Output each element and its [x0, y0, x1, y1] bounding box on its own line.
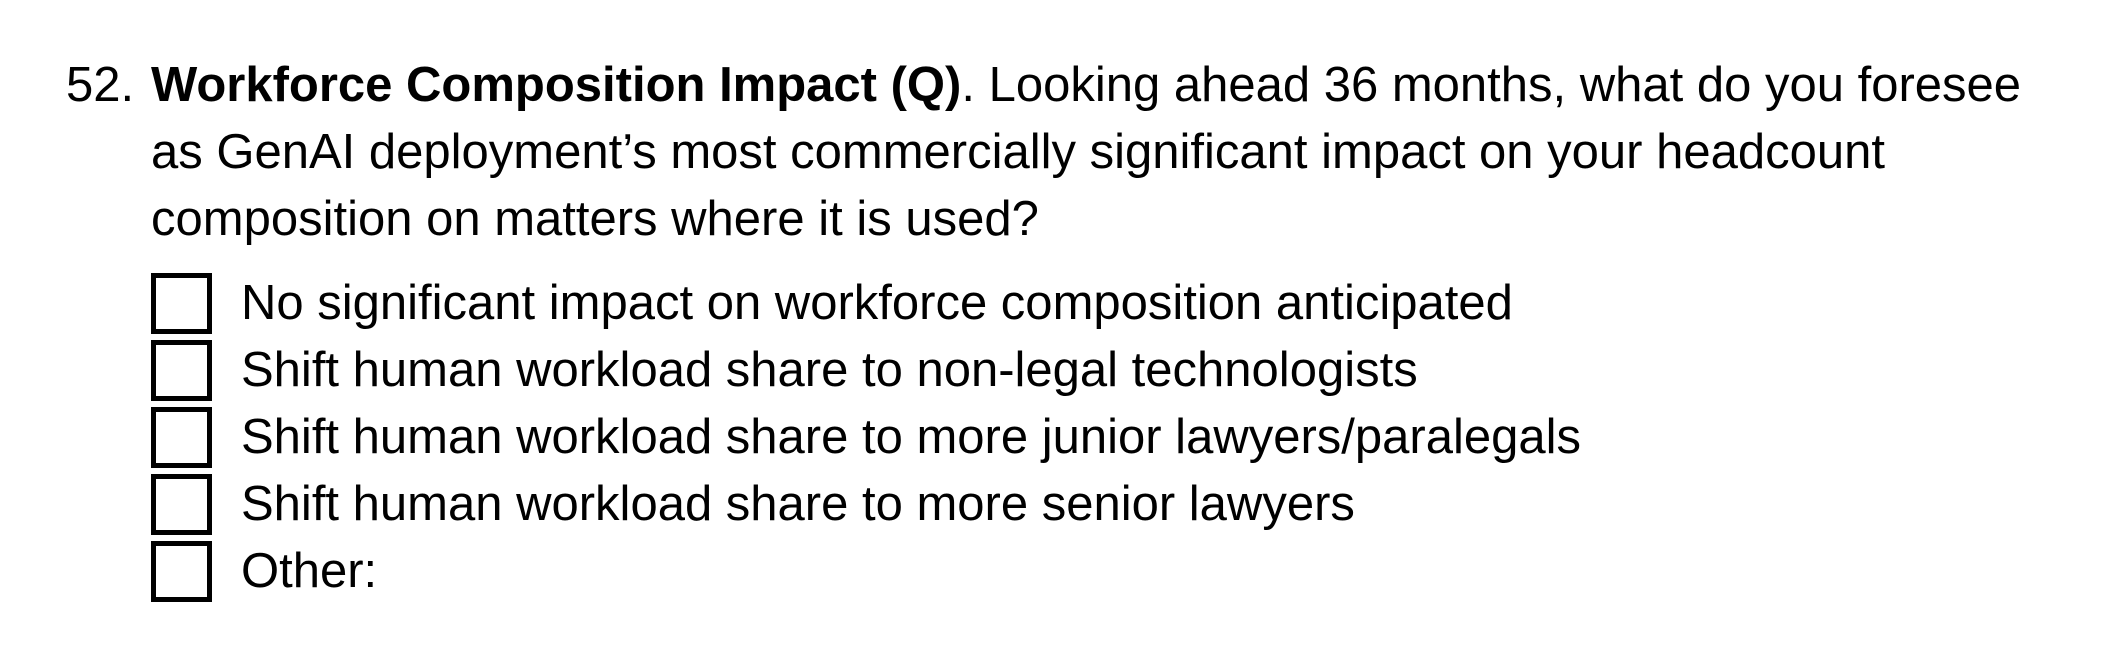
checkbox-no-significant-impact[interactable]: [151, 273, 212, 334]
option-no-significant-impact: No significant impact on workforce compo…: [151, 270, 2051, 337]
question-prompt: . Looking ahead 36 months, what do you f…: [151, 58, 2022, 246]
checkbox-non-legal-technologists[interactable]: [151, 340, 212, 401]
checkbox-junior-lawyers-paralegals[interactable]: [151, 407, 212, 468]
question-text: Workforce Composition Impact (Q). Lookin…: [151, 52, 2051, 253]
option-senior-lawyers: Shift human workload share to more senio…: [151, 471, 2051, 538]
question-number: 52.: [66, 58, 135, 112]
option-non-legal-technologists: Shift human workload share to non-legal …: [151, 337, 2051, 404]
checkbox-other[interactable]: [151, 541, 212, 602]
option-label: Other:: [241, 544, 378, 598]
answer-options: No significant impact on workforce compo…: [151, 270, 2051, 605]
option-label: No significant impact on workforce compo…: [241, 276, 1513, 330]
option-label: Shift human workload share to non-legal …: [241, 343, 1418, 397]
option-label: Shift human workload share to more junio…: [241, 410, 1581, 464]
option-other: Other:: [151, 538, 2051, 605]
option-junior-lawyers-paralegals: Shift human workload share to more junio…: [151, 404, 2051, 471]
question-body: Workforce Composition Impact (Q). Lookin…: [151, 52, 2051, 605]
checkbox-senior-lawyers[interactable]: [151, 474, 212, 535]
option-label: Shift human workload share to more senio…: [241, 477, 1355, 531]
survey-question: 52. Workforce Composition Impact (Q). Lo…: [66, 52, 2026, 605]
question-title: Workforce Composition Impact (Q): [151, 58, 962, 112]
